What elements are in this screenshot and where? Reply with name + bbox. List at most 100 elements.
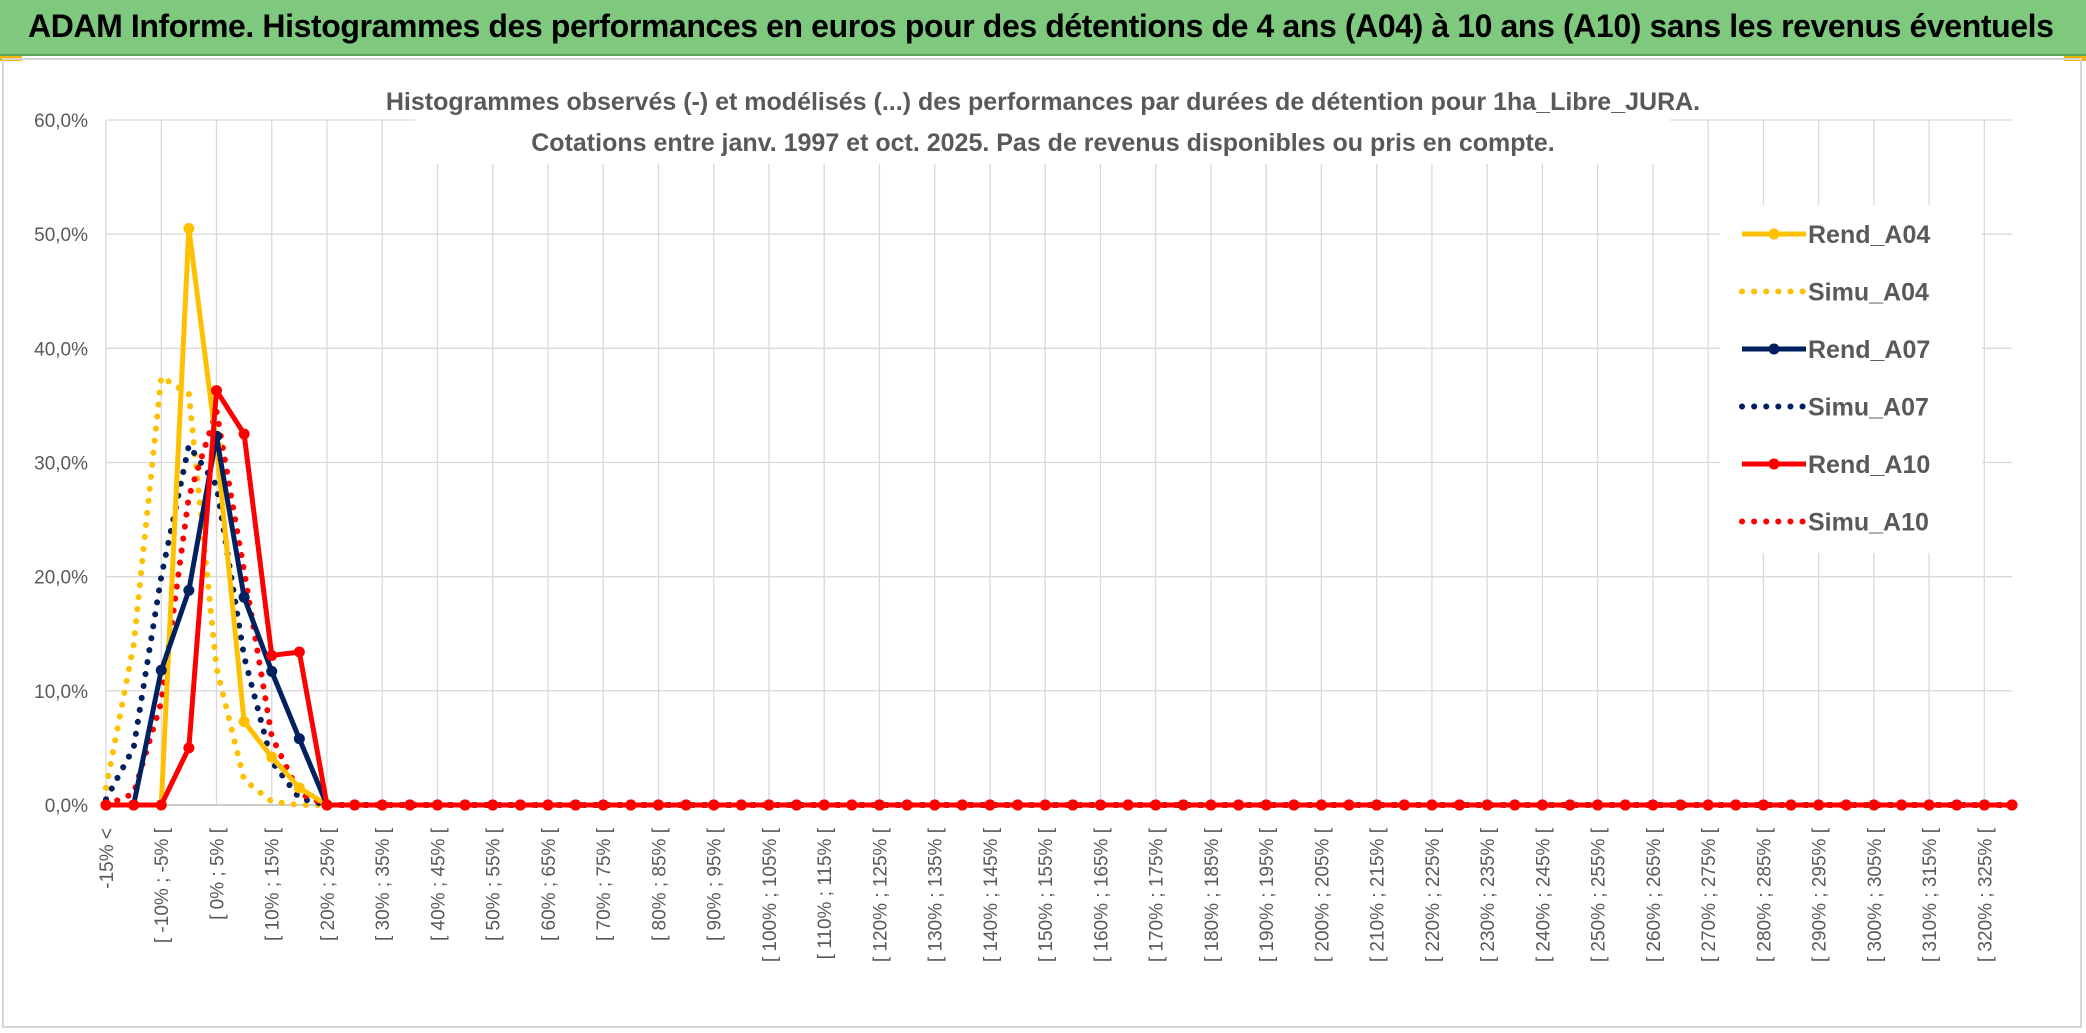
legend-marker-rend-a07 [1768,343,1780,355]
rend-a10-point [956,799,968,811]
y-tick-label: 0,0% [45,796,88,817]
rend-a10-point [1067,799,1079,811]
rend-a10-point [1039,799,1051,811]
rend-a07-point [238,591,250,603]
rend-a10-point [1730,799,1742,811]
chart-legend: Rend_A04 Simu_A04 Rend_A07 Simu_A07 Rend_A10… [1739,221,1930,537]
x-tick-label: [ 210% ; 215% [ [1368,827,1389,962]
rend-a10-point [735,799,747,811]
rend-a10-point [1288,799,1300,811]
rend-a10-point [128,799,140,811]
x-tick-label: [ 280% ; 285% [ [1754,827,1775,962]
rend-a07-point [266,665,278,677]
rend-a04-point [293,782,305,794]
x-tick-label: [ 120% ; 125% [ [870,827,891,962]
rend-a07-point [183,584,195,596]
rend-a10-point [514,799,526,811]
y-tick-label: 40,0% [34,339,88,360]
rend-a10-point [183,742,195,754]
rend-a10-point [570,799,582,811]
rend-a10-point [1536,799,1548,811]
x-tick-label: [ 20% ; 25% [ [318,827,339,941]
title-backdrop [415,78,1670,164]
rend-a10-point [1564,799,1576,811]
y-tick-label: 30,0% [34,454,88,475]
rend-a10-point [1177,799,1189,811]
rend-a10-point [1233,799,1245,811]
rend-a10-point [901,799,913,811]
rend-a10-point [1481,799,1493,811]
rend-a10-point [487,799,499,811]
x-tick-label: [ 70% ; 75% [ [594,827,615,941]
legend-label-rend-a07: Rend_A07 [1808,336,1930,364]
rend-a10-point [597,799,609,811]
legend-marker-rend-a10 [1768,458,1780,470]
legend-label-simu-a10: Simu_A10 [1808,509,1929,537]
rend-a10-point [349,799,361,811]
rend-a10-point [1509,799,1521,811]
legend-label-simu-a07: Simu_A07 [1808,394,1929,422]
x-tick-label: [ 250% ; 255% [ [1589,827,1610,962]
rend-a10-point [1592,799,1604,811]
rend-a10-point [1978,799,1990,811]
rend-a10-point [680,799,692,811]
rend-a10-point [625,799,637,811]
rend-a10-point [1315,799,1327,811]
rend-a10-point [1868,799,1880,811]
x-tick-label: [ 220% ; 225% [ [1423,827,1444,962]
legend-label-simu-a04: Simu_A04 [1808,279,1929,307]
rend-a10-point [1813,799,1825,811]
x-tick-label: [ 290% ; 295% [ [1810,827,1831,962]
rend-a10-point [873,799,885,811]
x-tick-label: [ 310% ; 315% [ [1920,827,1941,962]
x-tick-label: [ 10% ; 15% [ [263,827,284,941]
report-title: ADAM Informe. Histogrammes des performan… [28,8,2054,44]
x-tick-label: -15% < [97,828,118,889]
legend-label-rend-a10: Rend_A10 [1808,451,1930,479]
rend-a10-point [1205,799,1217,811]
rend-a10-point [1150,799,1162,811]
rend-a10-point [1619,799,1631,811]
x-axis-tick-labels: -15% < [ -10% ; -5% [[ 0% ; 5% [[ 10% ; 1… [97,827,1996,962]
rend-a10-point [1012,799,1024,811]
rend-a10-point [1675,799,1687,811]
x-tick-label: [ 140% ; 145% [ [981,827,1002,962]
data-series [100,222,2018,811]
rend-a10-point [1426,799,1438,811]
rend-a10-point [1398,799,1410,811]
rend-a10-point [376,799,388,811]
x-tick-label: [ 190% ; 195% [ [1257,827,1278,962]
x-tick-label: [ 0% ; 5% [ [207,827,228,920]
rend-a10-point [929,799,941,811]
rend-a10-point [542,799,554,811]
rend-a10-point [984,799,996,811]
rend-a10-point [846,799,858,811]
rend-a10-point [1647,799,1659,811]
rend-a10-point [1122,799,1134,811]
rend-a10-line [106,388,2012,808]
rend-a10-point [1951,799,1963,811]
chart-title-line-1: Histogrammes observés (-) et modélisés (… [386,88,1700,116]
rend-a10-point [459,799,471,811]
rend-a10-point [708,799,720,811]
rend-a10-point [1757,799,1769,811]
x-tick-label: [ 80% ; 85% [ [649,827,670,941]
chart-title-line-2: Cotations entre janv. 1997 et oct. 2025.… [531,129,1554,157]
y-tick-label: 10,0% [34,682,88,703]
rend-a04-point [183,222,195,234]
rend-a10-point [100,799,112,811]
rend-a10-point [1896,799,1908,811]
x-tick-label: [ 270% ; 275% [ [1699,827,1720,962]
legend-label-rend-a04: Rend_A04 [1808,221,1930,249]
x-tick-label: [ 40% ; 45% [ [428,827,449,941]
x-tick-label: [ 180% ; 185% [ [1202,827,1223,962]
rend-a10-point [1343,799,1355,811]
rend-a10-point [1785,799,1797,811]
x-tick-label: [ 320% ; 325% [ [1975,827,1996,962]
rend-a04-point [238,716,250,728]
rend-a10-point [763,799,775,811]
rend-a10-point [1260,799,1272,811]
rend-a10-point [1371,799,1383,811]
rend-a10-point [1094,799,1106,811]
